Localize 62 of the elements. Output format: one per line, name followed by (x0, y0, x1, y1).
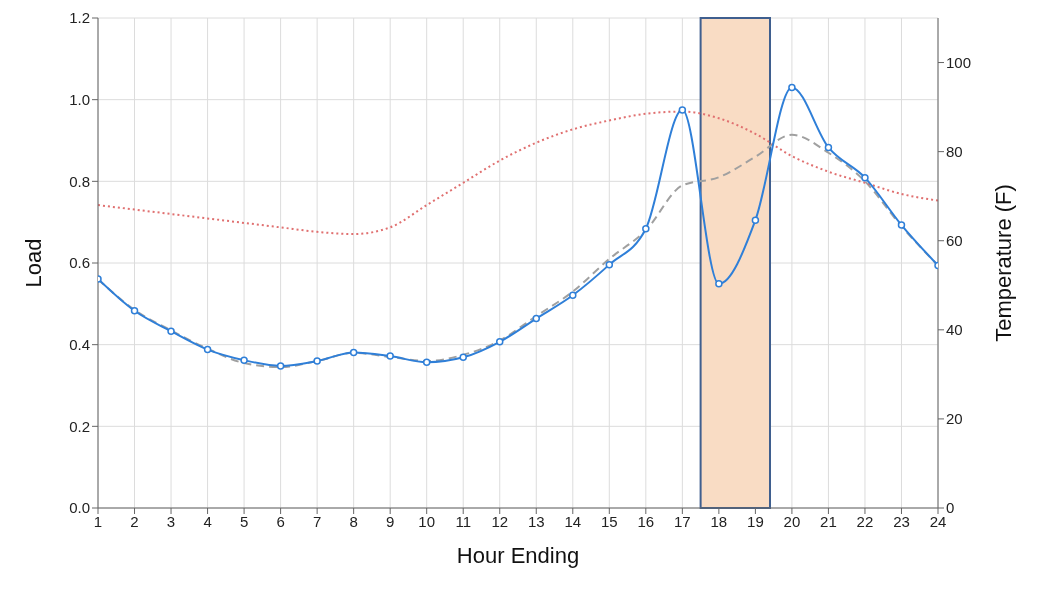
x-tick-label: 19 (747, 512, 764, 530)
x-tick-label: 24 (929, 512, 947, 530)
point (642, 224, 650, 233)
x-tick-label: 3 (166, 512, 176, 530)
x-tick-label: 23 (893, 512, 910, 530)
x-tick-label: 22 (856, 512, 874, 530)
point (386, 352, 394, 360)
x-tick-label: 12 (491, 512, 509, 530)
x-tick-label: 10 (418, 512, 436, 530)
point (861, 173, 869, 182)
x-tick-label: 1 (93, 512, 103, 530)
point (897, 221, 906, 229)
point (422, 358, 431, 366)
point (788, 83, 796, 92)
point (715, 280, 723, 288)
y-tick-label: 0.8 (69, 172, 90, 190)
x-tick-label: 8 (349, 512, 358, 530)
x-tick-label: 17 (674, 512, 691, 530)
x-tick-label: 5 (239, 512, 249, 530)
x-tick-label: 16 (637, 512, 655, 530)
y2-tick-label: 20 (946, 410, 963, 428)
point (678, 106, 687, 114)
y2-axis-title: Temperature (F) (990, 184, 1016, 342)
x-tick-label: 20 (783, 512, 801, 530)
x-tick-label: 9 (386, 512, 395, 530)
point (751, 216, 760, 224)
point (459, 353, 467, 362)
point (532, 314, 541, 323)
point (313, 357, 321, 365)
x-tick-label: 6 (276, 512, 285, 530)
point (605, 260, 614, 269)
y2-tick-label: 100 (946, 53, 972, 71)
y-tick-label: 0.6 (69, 254, 90, 272)
x-tick-label: 21 (820, 512, 837, 530)
y-tick-label: 0.2 (69, 417, 90, 435)
x-tick-label: 14 (564, 512, 582, 530)
x-tick-label: 13 (527, 512, 545, 530)
y-tick-label: 1.0 (69, 90, 90, 108)
x-tick-label: 15 (600, 512, 618, 530)
x-tick-label: 2 (130, 512, 139, 530)
x-tick-label: 7 (312, 512, 322, 530)
x-tick-label: 4 (203, 512, 212, 530)
point (203, 345, 212, 354)
y-tick-label: 1.2 (69, 9, 90, 27)
point (349, 348, 358, 357)
point (824, 143, 833, 152)
y2-tick-label: 0 (946, 499, 955, 517)
point (569, 291, 577, 300)
x-tick-label: 11 (455, 512, 472, 530)
point (130, 307, 139, 315)
point (276, 362, 285, 370)
point (167, 327, 175, 335)
x-axis-title: Hour Ending (456, 543, 580, 568)
x-tick-label: 18 (710, 512, 728, 530)
y-tick-label: 0.4 (69, 335, 90, 353)
y-axis-title: Load (20, 238, 46, 288)
y2-tick-label: 40 (946, 321, 963, 339)
y2-tick-label: 60 (946, 232, 963, 250)
point (240, 356, 248, 364)
y-tick-label: 0.0 (69, 499, 90, 517)
point (495, 338, 504, 346)
y2-tick-label: 80 (946, 142, 963, 160)
